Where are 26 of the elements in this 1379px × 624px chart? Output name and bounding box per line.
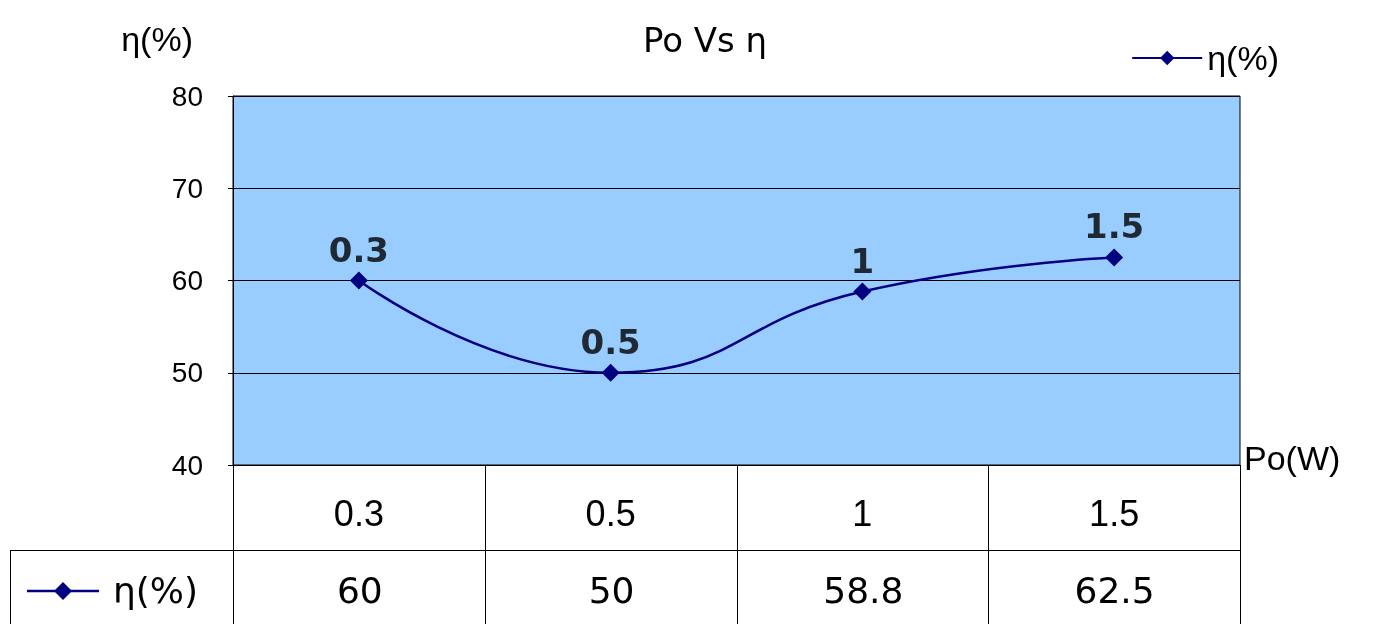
x-tick-label: 0.3: [333, 492, 384, 534]
x-axis-title: Po(W): [1244, 439, 1341, 477]
annotation: 0.3: [328, 229, 389, 270]
text: η(%): [113, 570, 199, 611]
annotation: 1: [850, 240, 875, 281]
annotation: 0.5: [580, 321, 641, 362]
y-axis-title: η(%): [121, 20, 193, 58]
chart-title: Po Vs η: [642, 20, 768, 60]
x-tick-label: 1: [852, 492, 873, 534]
x-tick-label: 1.5: [1089, 492, 1140, 534]
y-tick-label: 70: [171, 172, 203, 204]
annotation: 1.5: [1084, 206, 1145, 247]
y-tick-label: 80: [171, 80, 203, 112]
data-label: 62.5: [988, 550, 1241, 624]
y-tick-label: 50: [171, 357, 203, 389]
data-label: 60: [233, 550, 486, 624]
data-label: 50: [484, 550, 738, 624]
y-tick-label: 60: [171, 265, 203, 296]
point: [853, 282, 872, 301]
x-tick-label: 0.5: [585, 492, 636, 534]
data-label: 58.8: [736, 550, 990, 624]
point: [349, 271, 368, 290]
y-tick-label: 40: [171, 449, 203, 481]
point: [601, 363, 620, 382]
point: [1105, 248, 1124, 267]
legend-label: η(%): [1207, 39, 1280, 77]
